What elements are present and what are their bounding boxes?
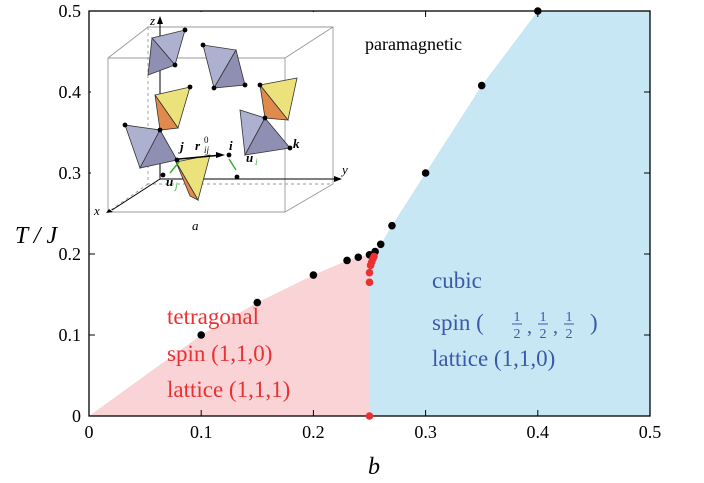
- cubic-region: [369, 11, 650, 416]
- x-tick-label: 0.2: [302, 422, 325, 442]
- y-axis-arrow: [334, 176, 342, 182]
- cubic-label: cubic spin ( 1 2, 1 2, 1 2 ) lattice (1,1,0): [432, 268, 598, 371]
- transition-point: [477, 81, 486, 90]
- r-ij-arrowhead: [216, 152, 225, 158]
- inset-z-label: z: [149, 13, 155, 28]
- inset-ui-label: u: [246, 150, 253, 165]
- cubic-line-2-end: ): [590, 310, 598, 335]
- transition-point: [309, 271, 318, 279]
- fraction-numerator: 1: [540, 310, 547, 325]
- y-tick-label: 0: [72, 406, 81, 426]
- inset-uj-label: u: [166, 174, 173, 189]
- x-tick-label: 0.1: [190, 422, 213, 442]
- x-tick-label: 0.4: [527, 422, 550, 442]
- data-points: [197, 7, 542, 420]
- transition-point: [376, 240, 385, 249]
- fraction-denominator: 2: [540, 327, 547, 342]
- fraction-numerator: 1: [514, 310, 521, 325]
- fraction-comma: ,: [553, 316, 558, 338]
- r-ij-vector: [178, 154, 223, 160]
- y-tick-label: 0.1: [59, 325, 82, 345]
- y-tick-label: 0.4: [59, 82, 82, 102]
- fraction-comma: ,: [527, 316, 532, 338]
- inset-tetrahedra: [124, 29, 298, 202]
- x-tick-label: 0.5: [639, 422, 662, 442]
- transition-point: [354, 253, 363, 262]
- structural-transition-point: [365, 268, 374, 277]
- cubic-line-3: lattice (1,1,0): [432, 346, 555, 371]
- inset-x-label: x: [93, 203, 100, 218]
- inset-i-label: i: [229, 138, 233, 153]
- structural-transition-point: [365, 412, 374, 420]
- x-axis-title: b: [368, 454, 380, 480]
- axis-ticks: 000.10.10.20.20.30.30.40.40.50.5: [59, 1, 662, 442]
- inset-r-subscript: ij: [204, 145, 210, 155]
- x-tick-label: 0.3: [414, 422, 437, 442]
- tetragonal-line-1: tetragonal: [167, 304, 259, 329]
- transition-point: [421, 169, 430, 177]
- phase-regions: [89, 11, 650, 416]
- inset-ui-subscript: i: [255, 157, 258, 167]
- fraction-numerator: 1: [566, 310, 573, 325]
- inset-sites: [122, 27, 293, 180]
- inset-uj-subscript: j: [174, 181, 178, 191]
- structural-transition-point: [365, 278, 374, 287]
- y-axis-title: T / J: [15, 223, 59, 249]
- inset-a-label: a: [192, 218, 199, 233]
- transition-point: [343, 256, 351, 265]
- y-tick-label: 0.3: [59, 163, 82, 183]
- fraction-denominator: 2: [566, 327, 573, 342]
- inset-j-label: j: [178, 139, 184, 154]
- transition-point: [253, 298, 262, 307]
- fraction-denominator: 2: [514, 327, 521, 342]
- cubic-line-2-start: spin (: [432, 310, 484, 335]
- tetragonal-region: [89, 254, 370, 416]
- transition-point: [388, 221, 396, 230]
- transition-point: [534, 7, 542, 15]
- transition-point: [197, 331, 205, 339]
- u-i-vector: [228, 158, 237, 171]
- y-tick-label: 0.2: [59, 244, 82, 264]
- tetragonal-label: tetragonal spin (1,1,0) lattice (1,1,1): [167, 304, 290, 402]
- x-tick-label: 0: [85, 422, 94, 442]
- tetragonal-line-3: lattice (1,1,1): [167, 377, 290, 402]
- inset-r-superscript: 0: [204, 135, 209, 145]
- spin-fractions: 1 2, 1 2, 1 2: [512, 310, 574, 342]
- inset-r-label: r: [195, 138, 201, 153]
- cubic-line-1: cubic: [432, 268, 482, 293]
- pyrochlore-inset: z y x a j i k r ij 0 u j u i: [91, 12, 348, 240]
- x-axis-arrow: [106, 209, 113, 213]
- structural-transition-point: [370, 252, 378, 261]
- y-tick-label: 0.5: [59, 1, 82, 21]
- paramagnetic-label: paramagnetic: [365, 34, 462, 54]
- u-j-vector: [169, 161, 180, 174]
- inset-y-label: y: [340, 162, 348, 177]
- z-axis-arrow: [157, 16, 163, 24]
- inset-k-label: k: [293, 136, 300, 151]
- tetragonal-line-2: spin (1,1,0): [167, 341, 272, 366]
